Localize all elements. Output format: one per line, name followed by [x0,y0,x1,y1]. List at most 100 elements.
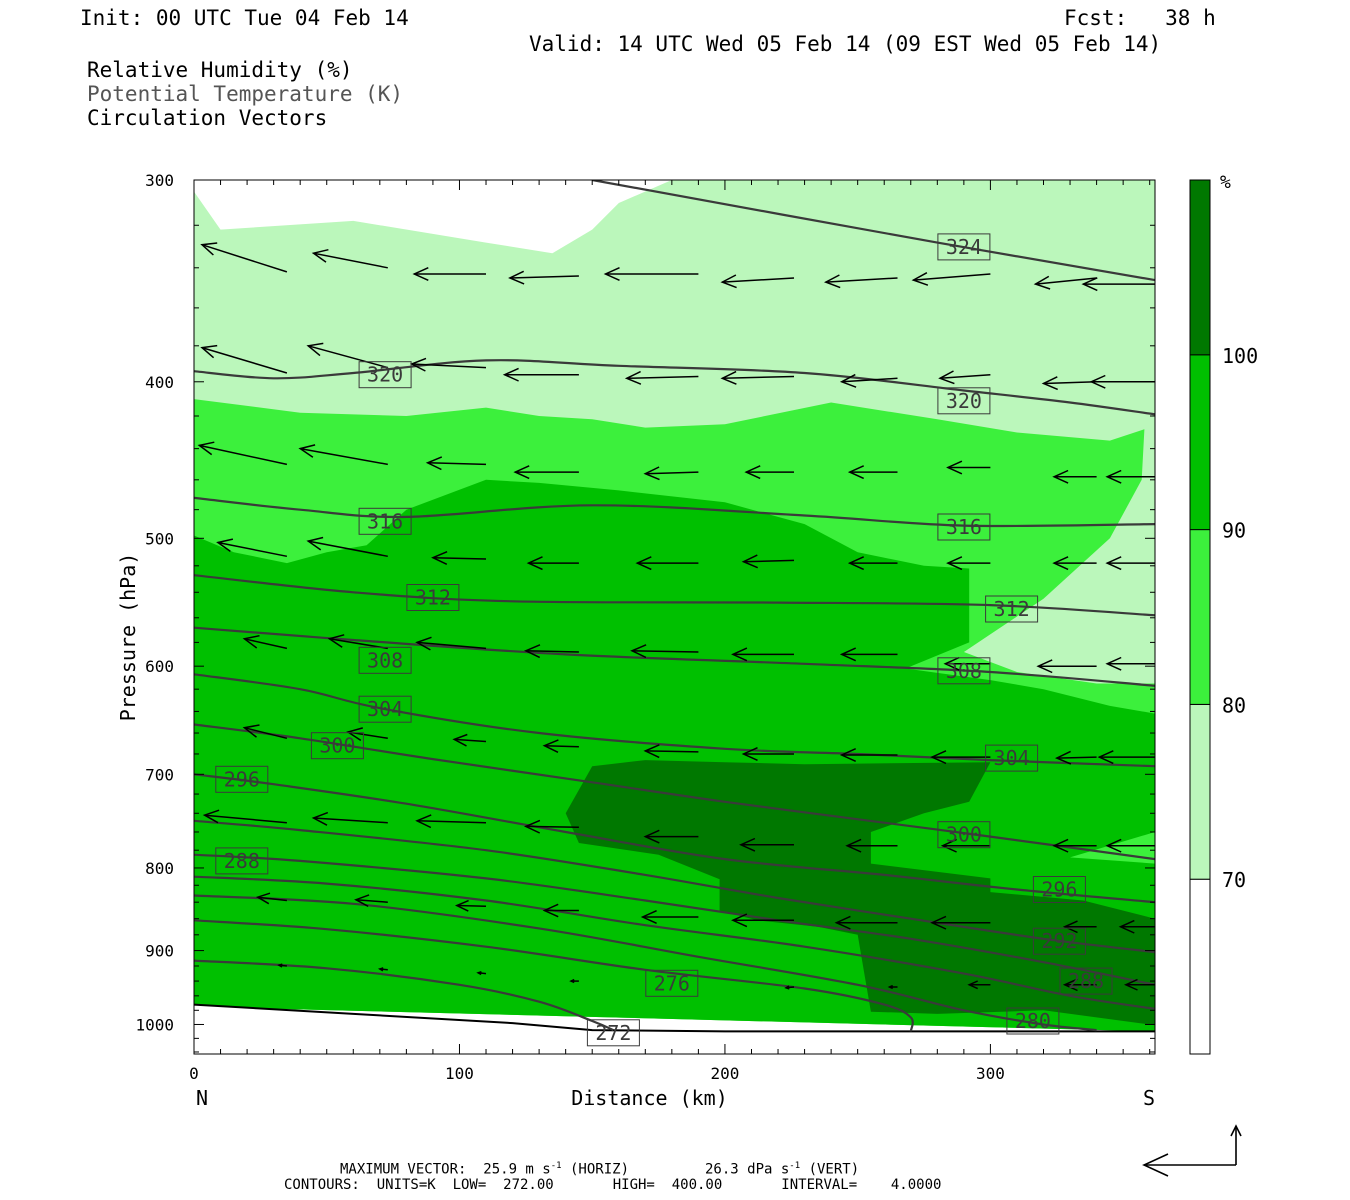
circulation-vector-46 [839,647,898,662]
circulation-vector-65 [739,837,794,852]
theta-contour-284 [194,875,1155,1010]
circulation-vector-61 [311,811,388,826]
circulation-vector-33 [526,556,579,571]
circulation-vector-11 [306,342,388,369]
circulation-vector-32 [431,551,487,565]
valid-time: Valid: 14 UTC Wed 05 Feb 14 (09 EST Wed … [529,32,1162,56]
y-tick-label-900: 900 [145,942,174,961]
circulation-vector-2 [412,267,486,281]
circulation-vector-80 [277,963,287,968]
svg-text:304: 304 [367,697,403,721]
svg-text:308: 308 [367,648,403,672]
reference-vector-icon [1142,1124,1242,1177]
legend-circulation-vectors: Circulation Vectors [87,106,328,130]
circulation-vector-53 [542,739,579,753]
circulation-vector-29 [1105,469,1155,484]
circulation-vector-71 [354,894,388,908]
theta-label-320-1: 320 [937,387,991,415]
circulation-vector-83 [569,978,579,984]
circulation-vector-12 [409,357,487,372]
circulation-vector-19 [1089,374,1155,389]
circulation-vector-30 [216,538,288,558]
svg-text:296: 296 [224,767,260,791]
circulation-vector-72 [454,899,487,912]
circulation-vector-14 [624,370,699,385]
circulation-vector-15 [720,370,795,385]
theta-label-308-1: 308 [937,657,991,685]
svg-text:312: 312 [994,597,1030,621]
svg-text:312: 312 [415,586,451,610]
circulation-vector-35 [741,554,795,569]
circulation-vector-52 [452,733,487,747]
circulation-vector-56 [839,748,898,762]
plot-frame [193,179,1156,1055]
colorbar-segment-4 [1189,179,1211,356]
circulation-vector-7 [911,272,991,286]
circulation-vector-27 [946,460,991,475]
circulation-vector-31 [306,536,388,558]
circulation-vector-82 [476,970,487,976]
circulation-vector-37 [946,556,991,571]
circulation-vector-49 [1105,656,1155,671]
legend-relative-humidity: Relative Humidity (%) [87,58,353,82]
circulation-vector-13 [502,367,579,382]
circulation-vector-87 [1062,978,1097,992]
svg-text:304: 304 [994,746,1030,770]
circulation-vector-69 [1105,838,1155,853]
svg-text:288: 288 [1068,969,1104,993]
theta-label-296-0: 296 [215,765,269,793]
circulation-vector-6 [823,274,898,289]
colorbar-label-90: 90 [1222,519,1246,543]
theta-label-300-0: 300 [310,732,364,760]
y-axis-title: Pressure (hPa) [116,553,140,722]
theta-label-324-0: 324 [937,233,991,261]
circulation-vector-85 [887,984,898,990]
circulation-vector-36 [847,556,898,571]
circulation-vector-39 [1105,556,1155,571]
svg-text:300: 300 [946,823,982,847]
legend-potential-temperature: Potential Temperature (K) [87,82,404,106]
circulation-vector-38 [1052,556,1097,571]
x-tick-label-200: 200 [710,1064,739,1083]
theta-label-296-1: 296 [1032,876,1086,903]
theta-label-300-1: 300 [937,821,991,849]
colorbar-label-100: 100 [1222,344,1258,368]
theta-contour-272 [194,959,614,1032]
theta-label-292-0: 292 [1032,927,1086,955]
circulation-vector-45 [731,647,794,662]
theta-label-308-0: 308 [358,646,412,674]
circulation-vector-64 [643,829,699,844]
circulation-vector-84 [784,985,795,990]
theta-label-288-0: 288 [215,847,269,875]
theta-contour-324 [592,180,1155,282]
circulation-vector-8 [1033,275,1097,290]
circulation-vector-79 [1118,919,1155,934]
theta-contour-312 [194,574,1155,617]
theta-label-312-0: 312 [406,584,460,611]
circulation-vector-28 [1052,469,1097,484]
circulation-vector-63 [523,819,579,834]
circulation-vector-23 [513,465,579,480]
svg-text:324: 324 [946,235,982,259]
circulation-vector-76 [834,915,898,930]
y-tick-label-700: 700 [145,765,174,784]
circulation-vector-50 [242,724,288,740]
theta-label-288-1: 288 [1059,967,1113,995]
circulation-vector-4 [603,267,699,281]
circulation-vector-74 [640,910,699,924]
circulation-vector-0 [200,242,288,273]
circulation-vector-40 [242,634,288,650]
circulation-vector-81 [377,967,388,972]
circulation-vector-18 [1041,376,1097,391]
circulation-vector-5 [720,274,795,289]
colorbar-label-80: 80 [1222,693,1246,717]
theta-label-272-0: 272 [586,1019,640,1047]
theta-contour-320 [194,359,1155,416]
circulation-vector-54 [643,744,699,759]
svg-text:316: 316 [367,509,403,533]
circulation-vector-78 [1062,920,1097,934]
circulation-vector-59 [1097,750,1155,765]
circulation-vector-68 [1052,838,1097,853]
circulation-vector-47 [943,656,991,671]
